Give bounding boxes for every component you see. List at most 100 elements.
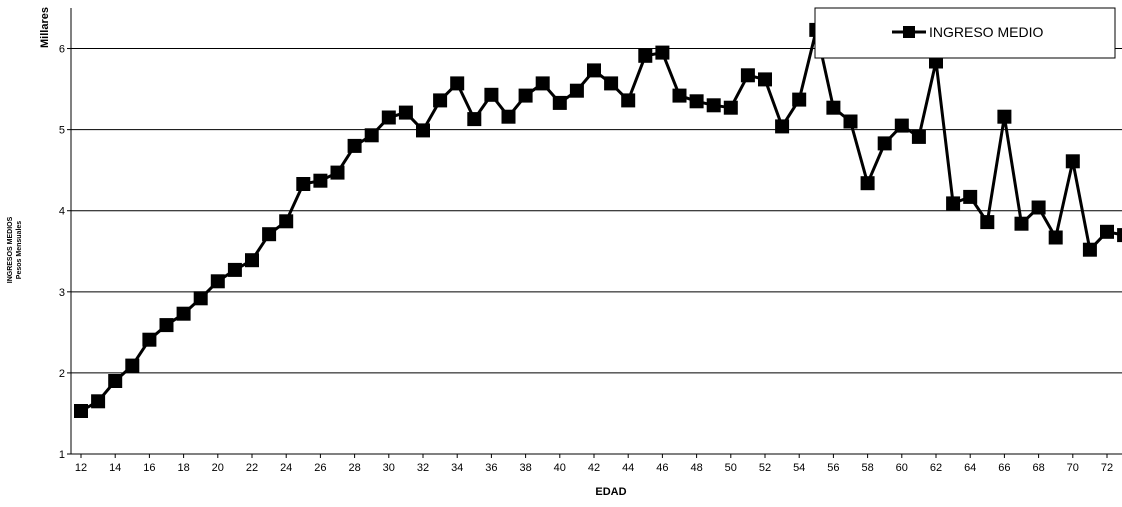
data-point-marker [1117,228,1122,243]
data-point-marker [142,332,157,347]
x-axis-title: EDAD [595,486,626,498]
grid-layer [71,48,1122,374]
data-point-marker [689,94,704,109]
data-point-marker [1048,230,1063,245]
legend-box [814,7,1116,59]
x-tick-label: 70 [1067,462,1079,474]
x-tick-label: 48 [690,462,702,474]
data-point-marker [467,112,482,127]
y-tick-label: 1 [59,449,65,461]
y-tick-label: 6 [59,44,65,56]
data-point-marker [997,109,1012,124]
data-point-marker [398,105,413,120]
data-point-marker [638,48,653,63]
x-tick-label: 20 [212,462,224,474]
data-point-marker [740,68,755,83]
x-tick-label: 30 [383,462,395,474]
data-point-marker [706,98,721,113]
x-tick-label: 22 [246,462,258,474]
y-tick-label: 4 [59,206,65,218]
data-point-marker [946,196,961,211]
data-point-marker [450,76,465,91]
data-point-marker [262,227,277,242]
data-point-marker [364,128,379,143]
data-point-marker [860,176,875,191]
data-point-marker [1031,200,1046,215]
y-axis-title: INGRESOS MEDIOS [7,216,14,283]
data-point-marker [125,358,140,373]
data-point-marker [347,138,362,153]
x-tick-label: 14 [109,462,121,474]
legend-label: INGRESO MEDIO [929,24,1043,40]
x-tick-labels: 12 14 16 18 20 22 24 26 28 30 32 34 36 38 40 42 44 46 48 50… [75,454,1113,474]
data-point-marker [826,100,841,115]
x-tick-label: 46 [656,462,668,474]
data-point-marker [501,109,516,124]
x-tick-label: 12 [75,462,87,474]
data-point-marker [433,93,448,108]
data-point-marker [245,253,259,268]
data-point-marker [1014,216,1029,231]
y-tick-labels: 1 2 3 4 5 6 [59,44,71,461]
data-point-marker [621,93,636,108]
data-point-marker [1082,242,1097,257]
data-point-marker [604,76,619,91]
y-axis-unit-label: Millares [39,7,51,48]
data-point-marker [227,262,242,277]
data-point-marker [1100,224,1114,239]
data-point-marker [587,63,601,78]
x-tick-label: 58 [861,462,873,474]
x-tick-label: 28 [348,462,360,474]
x-tick-label: 44 [622,462,634,474]
x-tick-label: 72 [1101,462,1113,474]
x-tick-label: 62 [930,462,942,474]
data-point-marker [655,45,670,60]
x-tick-label: 16 [143,462,155,474]
data-point-marker [74,404,88,418]
data-point-marker [911,129,926,144]
y-tick-label: 5 [59,125,65,137]
legend-marker-sample [903,26,915,38]
data-point-marker [843,114,858,129]
data-point-marker [193,291,208,306]
x-tick-label: 60 [896,462,908,474]
data-point-marker [159,318,174,333]
data-point-marker [792,92,807,107]
data-point-marker [279,214,294,229]
y-tick-label: 3 [59,287,65,299]
data-point-marker [296,177,311,191]
x-tick-label: 32 [417,462,429,474]
x-tick-label: 68 [1032,462,1044,474]
data-point-marker [313,173,328,188]
x-tick-label: 38 [519,462,531,474]
x-tick-label: 18 [177,462,189,474]
data-point-marker [381,110,396,125]
legend: INGRESO MEDIO [814,7,1116,59]
x-tick-label: 36 [485,462,497,474]
data-point-marker [775,119,790,134]
data-point-marker [963,189,978,204]
data-point-marker [569,83,584,98]
data-point-marker [484,87,499,102]
data-point-marker [535,76,550,91]
data-point-marker [552,95,567,110]
data-point-marker [1065,154,1080,169]
y-tick-label: 2 [59,368,65,380]
series-layer [74,22,1122,418]
data-point-marker [416,123,430,138]
x-tick-label: 52 [759,462,771,474]
x-tick-label: 34 [451,462,463,474]
data-point-marker [877,136,892,151]
x-tick-label: 54 [793,462,805,474]
series-line [80,28,1122,413]
data-point-marker [210,274,225,289]
data-point-marker [672,88,687,103]
axis-layer [70,8,1122,455]
data-point-marker [330,165,345,180]
data-point-marker [980,215,995,230]
data-point-marker [894,118,909,133]
x-tick-label: 56 [827,462,839,474]
x-tick-label: 66 [998,462,1010,474]
x-tick-label: 40 [554,462,566,474]
